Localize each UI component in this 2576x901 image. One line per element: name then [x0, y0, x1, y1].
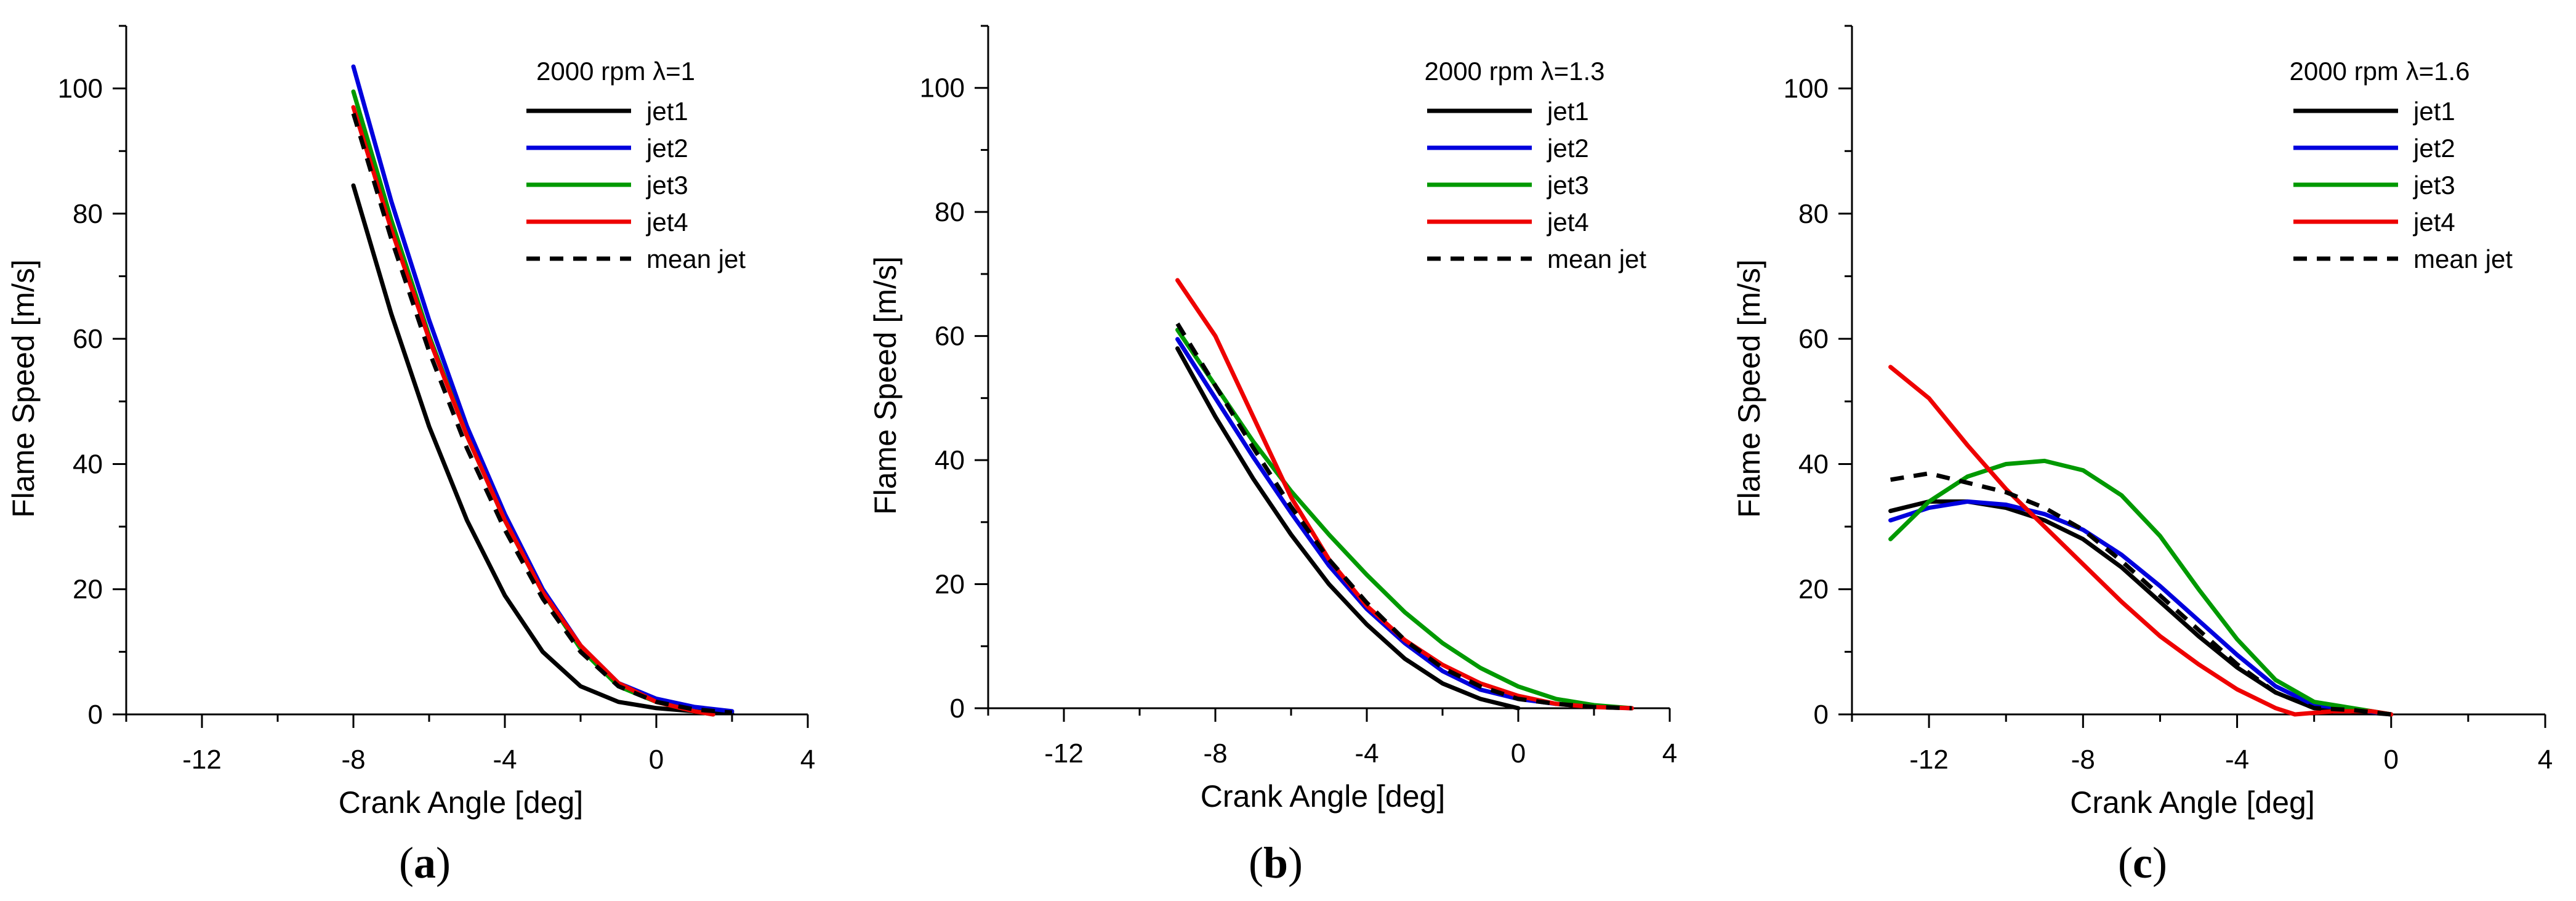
series-line-jet3 [1888, 458, 2394, 717]
legend-label-jet2: jet2 [1546, 134, 1589, 163]
series-line-jet2 [351, 64, 735, 714]
y-tick-label: 20 [1798, 575, 1829, 605]
x-tick-label: 0 [649, 745, 664, 775]
x-tick-label: -8 [1203, 738, 1227, 769]
x-tick-label: -12 [1044, 738, 1084, 769]
y-tick-label: 20 [73, 575, 103, 605]
legend-label-jet3: jet3 [2412, 171, 2455, 200]
y-tick-label: 20 [935, 570, 965, 600]
series-line-jet4 [351, 105, 715, 717]
x-tick-label: 4 [800, 745, 815, 775]
y-tick-label: 40 [73, 449, 103, 479]
series-line-jet1 [1175, 346, 1521, 711]
y-tick-label: 80 [935, 197, 965, 227]
panel-label: (b) [1249, 838, 1303, 887]
legend-label-jet1: jet1 [2412, 97, 2455, 126]
panel-label: (a) [399, 838, 451, 887]
y-tick-label: 0 [1814, 700, 1829, 730]
x-tick-label: -4 [1354, 738, 1379, 769]
y-tick-label: 80 [1798, 199, 1829, 229]
series-line-mean-jet [351, 113, 733, 715]
legend-label-mean-jet: mean jet [646, 244, 746, 273]
x-tick-label: 0 [2384, 745, 2399, 775]
y-tick-label: 0 [950, 693, 965, 724]
series-line-jet2 [1175, 337, 1634, 711]
series-line-jet3 [1175, 328, 1634, 711]
y-axis-title: Flame Speed [m/s] [868, 256, 903, 515]
legend-label-jet4: jet4 [645, 208, 688, 236]
y-axis-title: Flame Speed [m/s] [1732, 259, 1766, 518]
legend-label-jet3: jet3 [1546, 171, 1589, 200]
y-tick-label: 60 [73, 324, 103, 354]
y-axis-title: Flame Speed [m/s] [6, 259, 41, 518]
y-tick-label: 100 [920, 73, 965, 103]
x-axis-title: Crank Angle [deg] [339, 785, 584, 820]
x-tick-label: -8 [2071, 745, 2095, 775]
x-tick-label: 4 [1662, 738, 1677, 769]
legend-title: 2000 rpm λ=1.6 [2289, 57, 2469, 86]
panel-label: (c) [2118, 838, 2167, 887]
y-tick-label: 100 [58, 74, 103, 104]
y-tick-label: 40 [1798, 449, 1829, 479]
series-line-jet1 [1888, 499, 2394, 717]
legend-label-jet4: jet4 [1546, 208, 1589, 236]
y-tick-label: 40 [935, 445, 965, 475]
x-tick-label: -4 [493, 745, 517, 775]
legend-label-jet4: jet4 [2412, 208, 2455, 236]
x-tick-label: 0 [1511, 738, 1526, 769]
series-line-jet1 [351, 183, 735, 716]
legend-label-jet3: jet3 [645, 171, 688, 200]
y-tick-label: 60 [935, 321, 965, 352]
y-tick-label: 0 [88, 700, 103, 730]
legend-label-jet1: jet1 [1546, 97, 1589, 126]
y-tick-label: 100 [1784, 74, 1829, 104]
series-line-jet2 [1888, 499, 2394, 717]
series-line-mean-jet [1890, 471, 2392, 717]
x-tick-label: -8 [341, 745, 365, 775]
x-axis-title: Crank Angle [deg] [1201, 779, 1446, 814]
series-line-mean-jet [1175, 322, 1632, 711]
legend-label-mean-jet: mean jet [2413, 244, 2513, 273]
y-tick-label: 60 [1798, 324, 1829, 354]
legend-label-jet1: jet1 [645, 97, 688, 126]
series-line-jet4 [1175, 278, 1634, 711]
legend-title: 2000 rpm λ=1 [536, 57, 695, 86]
x-tick-label: -12 [182, 745, 222, 775]
legend-label-jet2: jet2 [645, 134, 688, 163]
x-axis-title: Crank Angle [deg] [2070, 785, 2315, 820]
x-tick-label: -12 [1909, 745, 1949, 775]
legend-title: 2000 rpm λ=1.3 [1424, 57, 1604, 86]
legend-label-mean-jet: mean jet [1547, 244, 1646, 273]
x-tick-label: 4 [2538, 745, 2553, 775]
y-tick-label: 80 [73, 199, 103, 229]
legend-label-jet2: jet2 [2412, 134, 2455, 163]
series-line-jet4 [1888, 365, 2394, 717]
x-tick-label: -4 [2225, 745, 2249, 775]
